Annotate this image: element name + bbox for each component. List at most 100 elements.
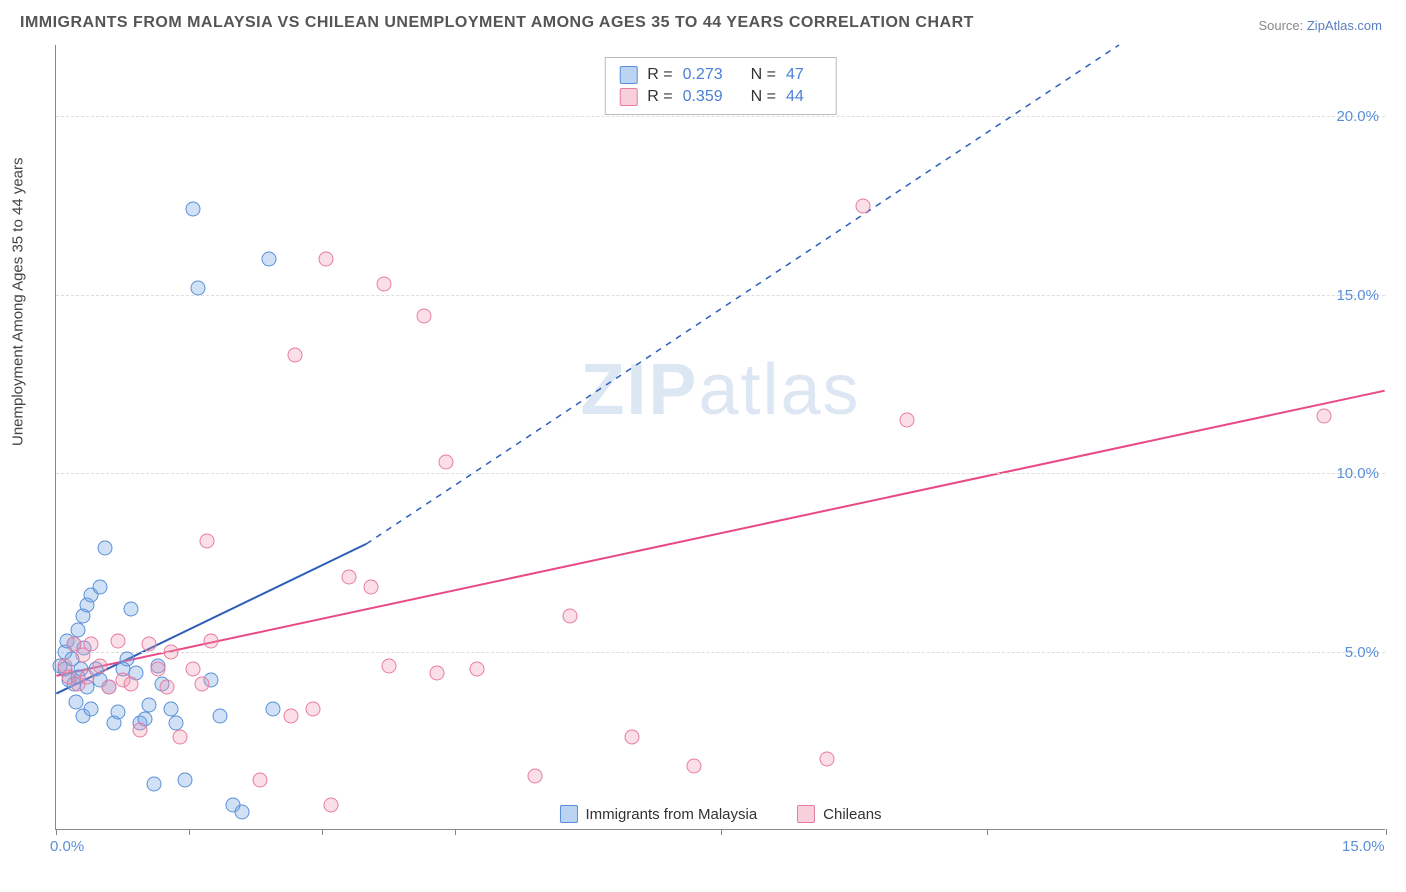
x-tick	[322, 829, 323, 835]
swatch-pink-icon	[619, 88, 637, 106]
chart-container: IMMIGRANTS FROM MALAYSIA VS CHILEAN UNEM…	[0, 0, 1406, 892]
data-point-pink	[173, 730, 188, 745]
data-point-blue	[213, 708, 228, 723]
data-point-pink	[252, 773, 267, 788]
r-label: R =	[647, 66, 672, 84]
data-point-blue	[93, 580, 108, 595]
data-point-pink	[186, 662, 201, 677]
data-point-pink	[204, 633, 219, 648]
legend-item: Chileans	[797, 805, 881, 823]
data-point-pink	[124, 676, 139, 691]
gridline-h	[56, 116, 1385, 117]
data-point-pink	[820, 751, 835, 766]
bottom-legend: Immigrants from Malaysia Chileans	[553, 803, 887, 825]
data-point-blue	[84, 701, 99, 716]
data-point-blue	[261, 252, 276, 267]
data-point-pink	[150, 662, 165, 677]
gridline-h	[56, 295, 1385, 296]
y-tick-label: 15.0%	[1319, 287, 1379, 304]
x-tick	[455, 829, 456, 835]
data-point-pink	[111, 633, 126, 648]
x-tick-label-end: 15.0%	[1342, 838, 1385, 855]
data-point-blue	[142, 698, 157, 713]
data-point-pink	[164, 644, 179, 659]
data-point-pink	[363, 580, 378, 595]
y-axis-label: Unemployment Among Ages 35 to 44 years	[10, 157, 27, 446]
data-point-pink	[439, 455, 454, 470]
data-point-pink	[381, 658, 396, 673]
x-tick	[987, 829, 988, 835]
chart-title: IMMIGRANTS FROM MALAYSIA VS CHILEAN UNEM…	[20, 14, 974, 32]
data-point-pink	[341, 569, 356, 584]
x-tick-label-origin: 0.0%	[50, 838, 84, 855]
data-point-blue	[68, 694, 83, 709]
data-point-pink	[687, 758, 702, 773]
data-point-pink	[306, 701, 321, 716]
data-point-pink	[195, 676, 210, 691]
data-point-pink	[159, 680, 174, 695]
gridline-h	[56, 473, 1385, 474]
data-point-pink	[199, 533, 214, 548]
data-point-pink	[900, 412, 915, 427]
swatch-blue-icon	[619, 66, 637, 84]
x-tick	[1386, 829, 1387, 835]
data-point-pink	[133, 723, 148, 738]
data-point-blue	[119, 651, 134, 666]
y-tick-label: 10.0%	[1319, 465, 1379, 482]
plot-area: ZIPatlas R =0.273N =47R =0.359N =44 Immi…	[55, 45, 1385, 830]
data-point-pink	[93, 658, 108, 673]
y-tick-label: 5.0%	[1319, 644, 1379, 661]
source-attribution: Source: ZipAtlas.com	[1258, 18, 1382, 33]
swatch-pink-icon	[797, 805, 815, 823]
swatch-blue-icon	[559, 805, 577, 823]
r-label: R =	[647, 88, 672, 106]
data-point-pink	[470, 662, 485, 677]
data-point-blue	[190, 280, 205, 295]
data-point-pink	[319, 252, 334, 267]
legend-label: Chileans	[823, 806, 881, 823]
data-point-blue	[124, 601, 139, 616]
data-point-pink	[84, 637, 99, 652]
r-value: 0.273	[683, 66, 723, 84]
data-point-blue	[146, 776, 161, 791]
y-tick-label: 20.0%	[1319, 108, 1379, 125]
data-point-blue	[235, 805, 250, 820]
data-point-pink	[1316, 409, 1331, 424]
trend-line-pink	[56, 391, 1384, 676]
n-label: N =	[751, 66, 776, 84]
stats-box: R = 0.273 N = 47 R = 0.359 N = 44	[604, 57, 837, 115]
x-tick	[56, 829, 57, 835]
data-point-pink	[416, 309, 431, 324]
data-point-blue	[186, 202, 201, 217]
x-tick	[721, 829, 722, 835]
legend-label: Immigrants from Malaysia	[585, 806, 757, 823]
data-point-pink	[80, 669, 95, 684]
stats-row: R = 0.359 N = 44	[619, 86, 822, 108]
data-point-blue	[266, 701, 281, 716]
n-value: 44	[786, 88, 804, 106]
data-point-blue	[97, 541, 112, 556]
trend-lines-svg	[56, 45, 1385, 829]
data-point-pink	[377, 277, 392, 292]
data-point-pink	[142, 637, 157, 652]
stats-row: R = 0.273 N = 47	[619, 64, 822, 86]
data-point-pink	[323, 798, 338, 813]
data-point-pink	[283, 708, 298, 723]
data-point-pink	[563, 608, 578, 623]
data-point-blue	[168, 715, 183, 730]
x-tick	[189, 829, 190, 835]
n-value: 47	[786, 66, 804, 84]
data-point-pink	[527, 769, 542, 784]
data-point-blue	[111, 705, 126, 720]
source-value: ZipAtlas.com	[1307, 18, 1382, 33]
data-point-blue	[71, 623, 86, 638]
legend-item: Immigrants from Malaysia	[559, 805, 757, 823]
data-point-pink	[288, 348, 303, 363]
n-label: N =	[751, 88, 776, 106]
data-point-blue	[164, 701, 179, 716]
data-point-pink	[625, 730, 640, 745]
data-point-pink	[430, 666, 445, 681]
data-point-blue	[177, 773, 192, 788]
r-value: 0.359	[683, 88, 723, 106]
gridline-h	[56, 652, 1385, 653]
